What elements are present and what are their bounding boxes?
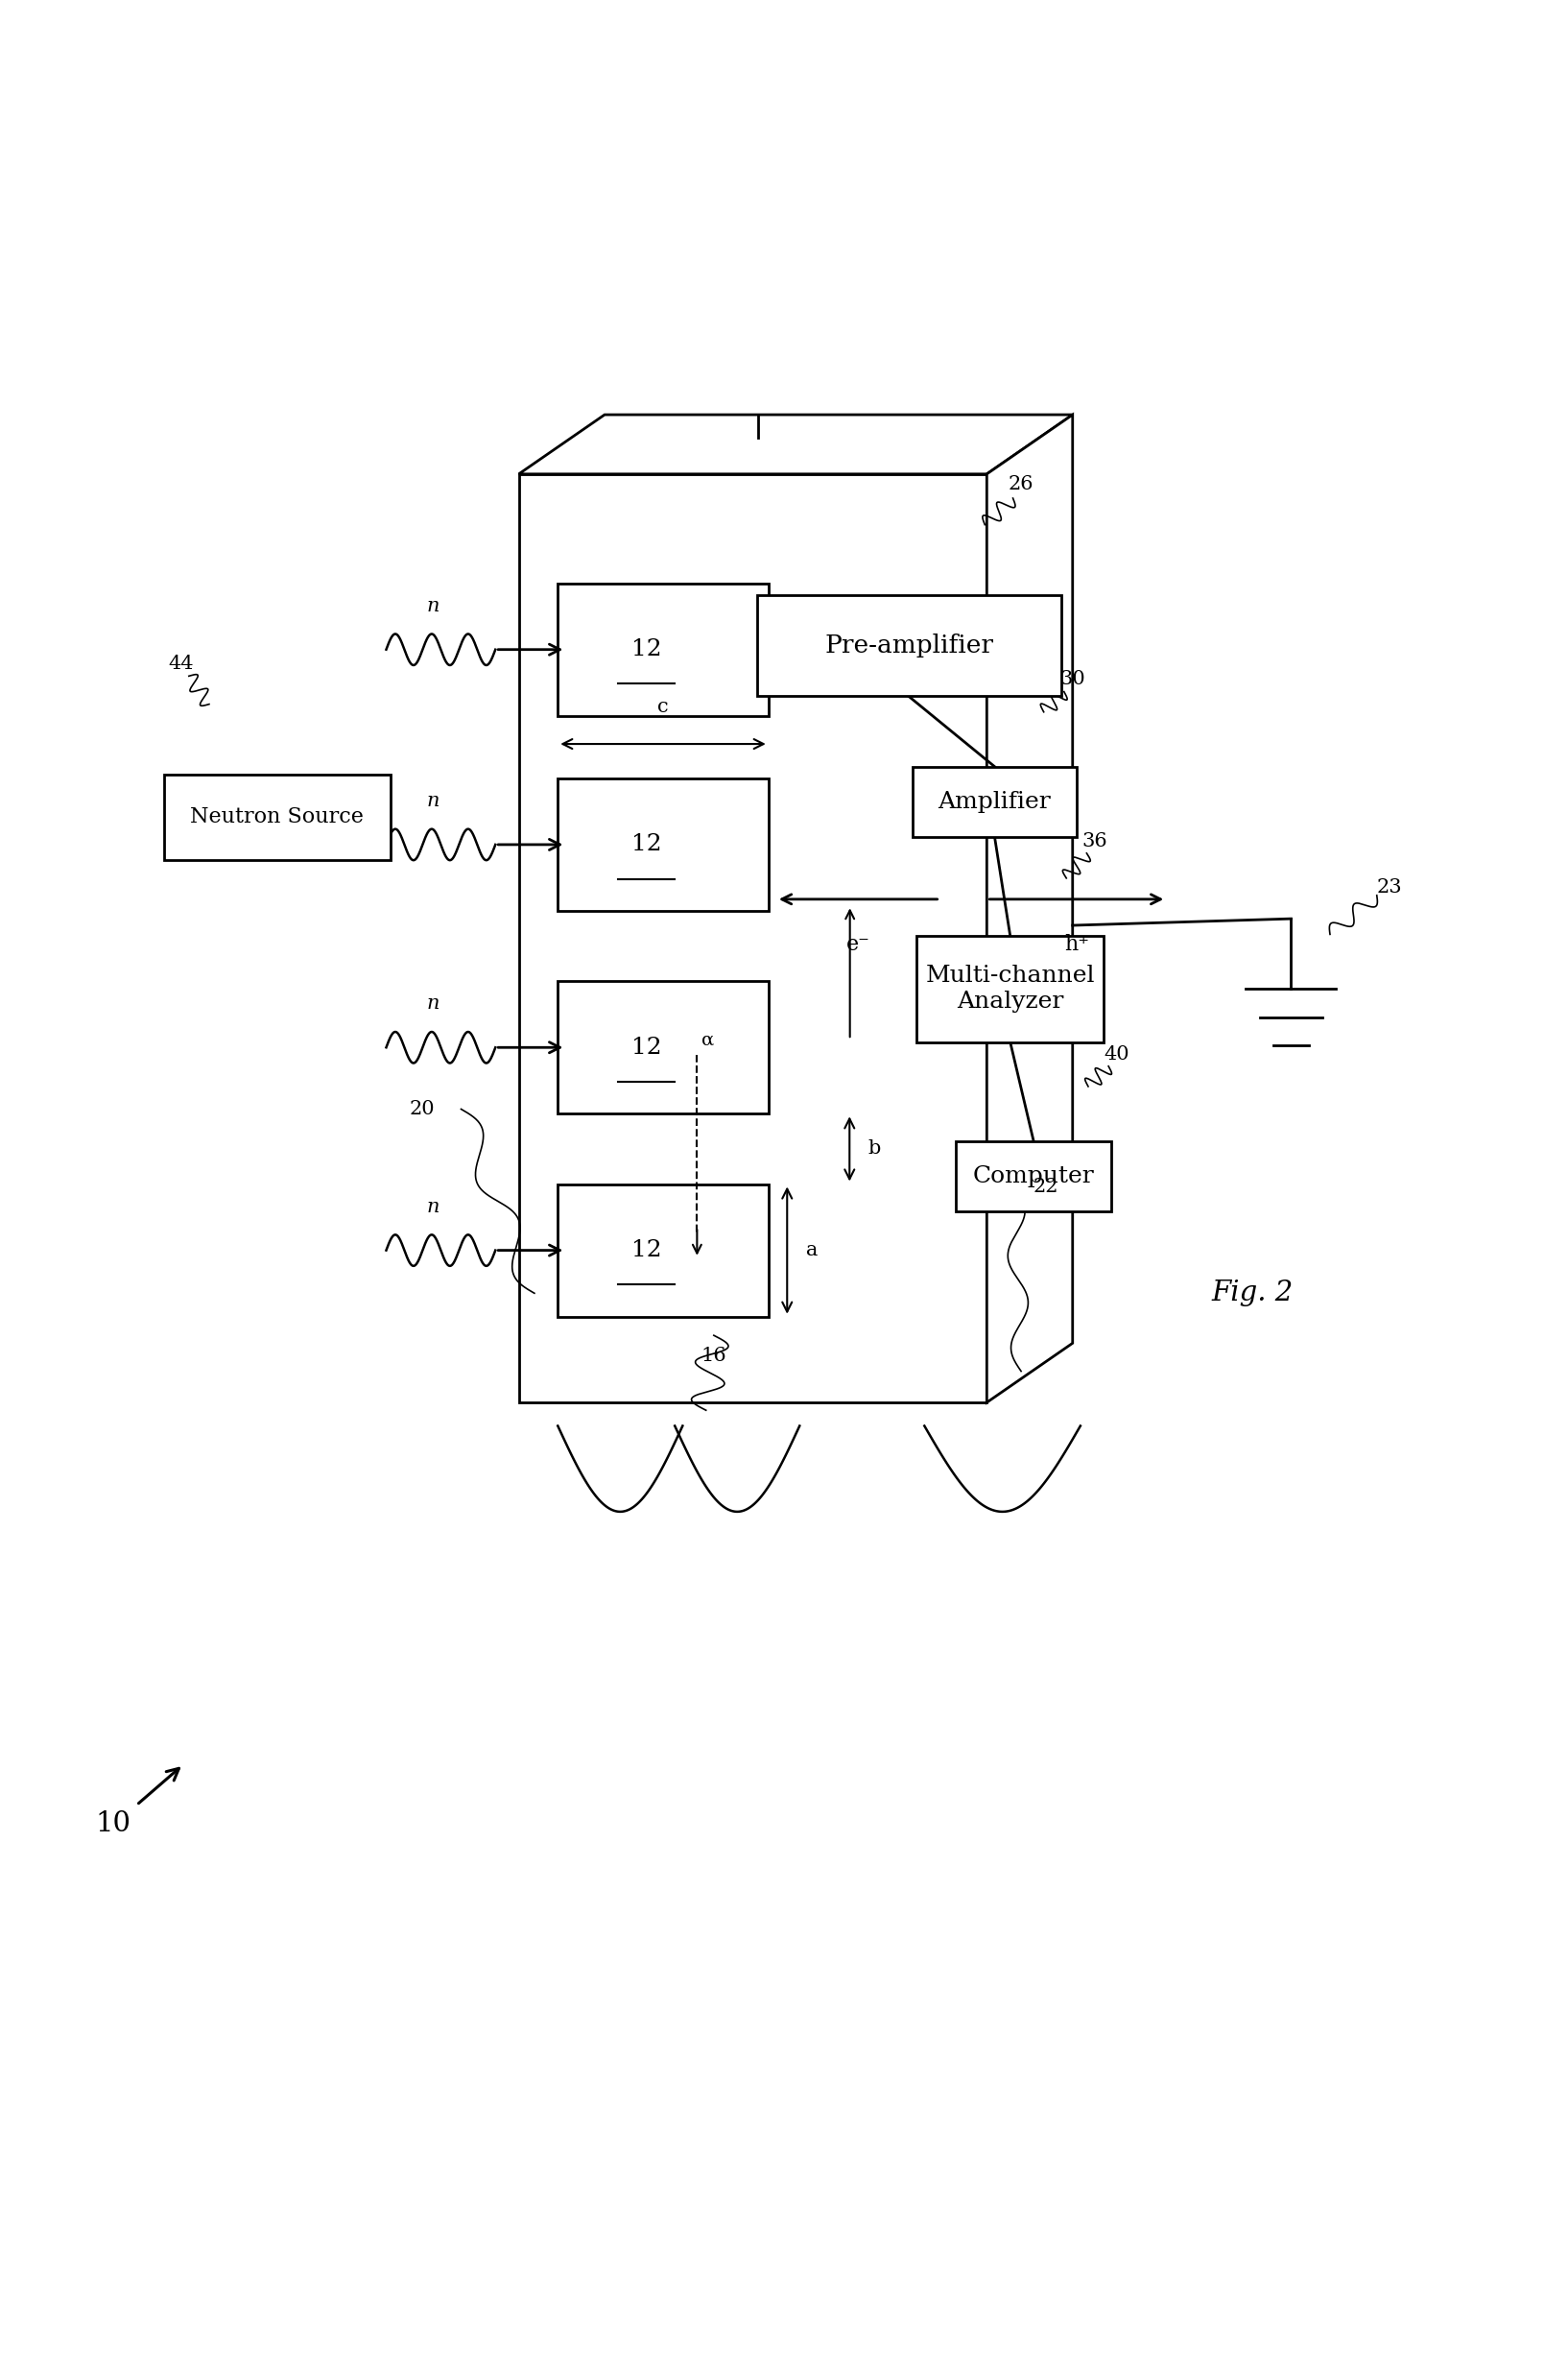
Text: 44: 44 [168, 654, 193, 673]
Text: 23: 23 [1377, 879, 1402, 897]
Text: n: n [426, 597, 439, 616]
Text: Fig. 2: Fig. 2 [1210, 1279, 1294, 1307]
Bar [519, 474, 986, 1402]
Text: 12: 12 [630, 834, 662, 855]
Text: n: n [426, 791, 439, 810]
Bar [165, 774, 390, 860]
Text: Computer: Computer [972, 1165, 1094, 1186]
Text: 22: 22 [1033, 1177, 1058, 1196]
Polygon shape [519, 414, 1073, 474]
Text: 40: 40 [1104, 1044, 1129, 1063]
Text: 12: 12 [630, 639, 662, 661]
Bar [913, 767, 1077, 836]
Text: 12: 12 [630, 1037, 662, 1058]
Text: Neutron Source: Neutron Source [190, 807, 364, 829]
Polygon shape [986, 414, 1073, 1402]
Bar [558, 779, 768, 912]
Text: b: b [869, 1139, 881, 1158]
Bar [955, 1141, 1112, 1212]
Text: Multi-channel
Analyzer: Multi-channel Analyzer [925, 966, 1094, 1014]
Bar [558, 1184, 768, 1317]
Bar [757, 594, 1062, 696]
Text: n: n [426, 995, 439, 1014]
Bar [558, 980, 768, 1113]
Text: 26: 26 [1008, 476, 1033, 493]
Text: 10: 10 [96, 1812, 132, 1838]
Text: n: n [426, 1198, 439, 1217]
Text: c: c [657, 699, 668, 715]
Text: a: a [806, 1241, 818, 1260]
Text: 20: 20 [409, 1101, 434, 1118]
Text: 16: 16 [701, 1347, 726, 1364]
Text: e⁻: e⁻ [847, 933, 870, 954]
Bar [558, 583, 768, 715]
Text: Pre-amplifier: Pre-amplifier [825, 635, 993, 658]
Text: Amplifier: Amplifier [938, 791, 1051, 812]
Bar [917, 935, 1104, 1042]
Text: 30: 30 [1060, 670, 1085, 689]
Text: α: α [701, 1030, 715, 1049]
Text: 36: 36 [1082, 831, 1107, 850]
Text: h⁺: h⁺ [1065, 933, 1088, 954]
Text: 12: 12 [630, 1238, 662, 1262]
